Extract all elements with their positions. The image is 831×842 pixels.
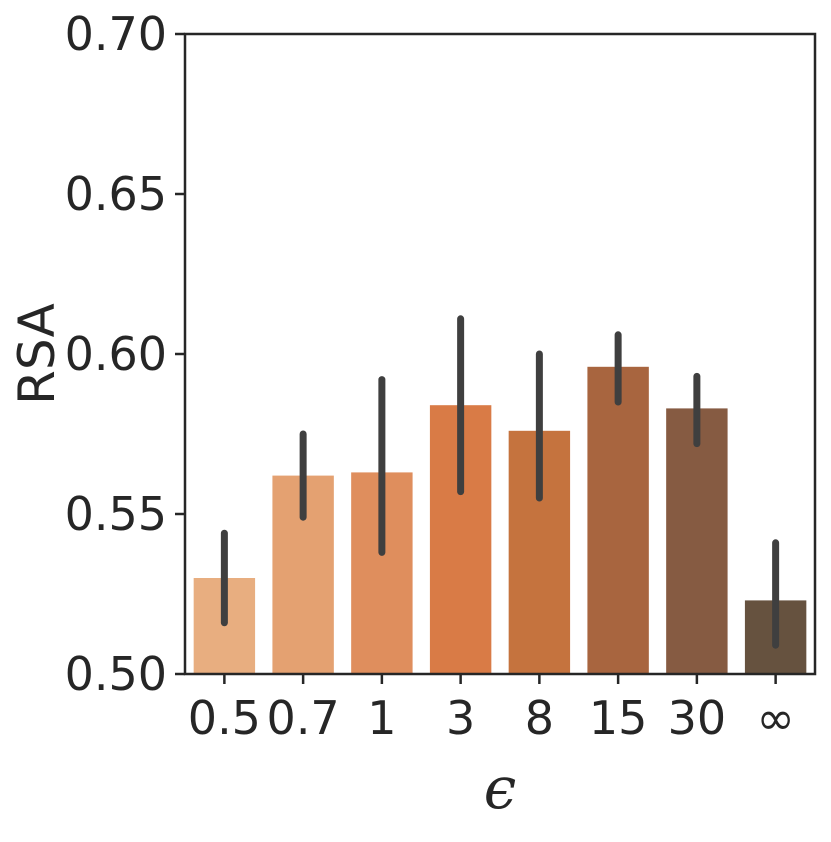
y-tick-label-1: 0.55 [65,487,167,541]
bar-6 [666,408,728,674]
y-tick-label-3: 0.65 [65,167,167,221]
x-tick-label-2: 1 [367,691,396,745]
y-tick-label-4: 0.70 [65,7,167,61]
x-tick-label-3: 3 [446,691,475,745]
bar-5 [587,366,649,674]
y-axis-title: RSA [8,303,66,405]
x-tick-label-7: ∞ [756,691,794,745]
x-tick-label-0: 0.5 [188,691,261,745]
x-tick-label-5: 15 [589,691,648,745]
x-axis: 0.5 0.7 1 3 8 15 30 ∞ [188,674,795,745]
x-axis-title: ϵ [484,754,516,822]
y-axis: 0.50 0.55 0.60 0.65 0.70 [65,7,185,701]
x-tick-label-6: 30 [668,691,727,745]
bars-layer [193,366,807,674]
y-tick-label-2: 0.60 [65,327,167,381]
x-tick-label-1: 0.7 [267,691,340,745]
error-bars-layer [220,315,780,649]
x-tick-label-4: 8 [525,691,554,745]
y-tick-label-0: 0.50 [65,647,167,701]
